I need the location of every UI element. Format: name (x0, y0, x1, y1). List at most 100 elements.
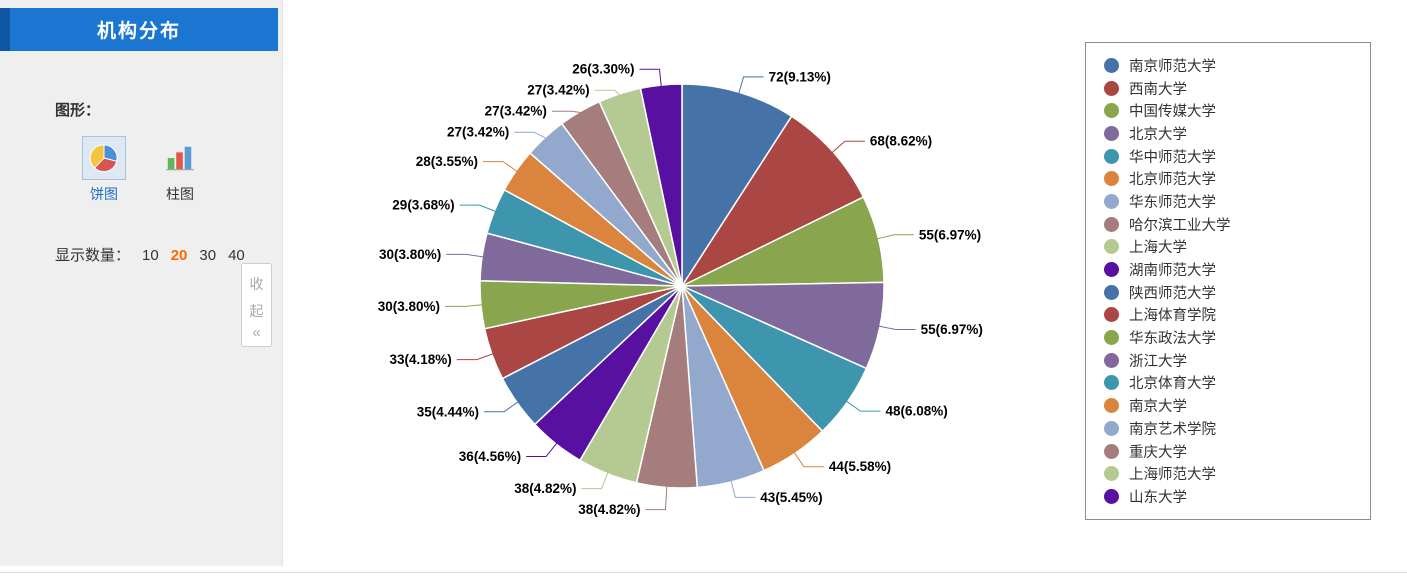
count-option-10[interactable]: 10 (142, 247, 159, 264)
legend-item[interactable]: 北京体育大学 (1104, 372, 1352, 395)
collapse-char-2: 起 (249, 303, 264, 319)
label-line (846, 400, 881, 412)
legend-swatch-icon (1104, 216, 1119, 232)
pie-label: 68(8.62%) (870, 134, 932, 149)
label-line (459, 204, 496, 212)
pie-chart-button[interactable]: 饼图 (77, 136, 131, 204)
legend-label: 北京体育大学 (1129, 376, 1216, 393)
pie-label: 43(5.45%) (760, 490, 822, 505)
display-count-row: 显示数量： 10 20 30 40 (55, 244, 282, 265)
label-line (639, 68, 662, 87)
pie-label: 26(3.30%) (572, 62, 634, 77)
legend-swatch-icon (1104, 420, 1119, 436)
legend-label: 北京师范大学 (1129, 172, 1216, 189)
count-option-30[interactable]: 30 (199, 247, 217, 264)
header-stripe (0, 8, 10, 51)
label-line (526, 442, 558, 457)
label-line (514, 131, 547, 139)
legend-label: 浙江大学 (1129, 353, 1187, 370)
legend-item[interactable]: 上海大学 (1104, 236, 1352, 259)
display-count-label: 显示数量： (55, 247, 131, 264)
panel-title: 机构分布 (96, 21, 181, 42)
legend-item[interactable]: 南京大学 (1104, 394, 1352, 417)
pie-label: 30(3.80%) (378, 299, 440, 314)
legend-label: 湖南师范大学 (1129, 263, 1216, 280)
legend-label: 山东大学 (1129, 489, 1187, 506)
count-option-20[interactable]: 20 (170, 247, 188, 264)
legend-item[interactable]: 北京大学 (1104, 122, 1352, 145)
legend-label: 上海师范大学 (1129, 467, 1216, 484)
label-line (738, 76, 764, 94)
legend-label: 华东师范大学 (1129, 194, 1216, 211)
legend-label: 西南大学 (1129, 81, 1187, 98)
legend-swatch-icon (1104, 330, 1119, 346)
label-line (456, 353, 493, 361)
graph-type-label: 图形： (55, 102, 101, 119)
panel-title-bar: 机构分布 (0, 8, 278, 51)
legend-label: 中国传媒大学 (1129, 104, 1216, 121)
legend-item[interactable]: 中国传媒大学 (1104, 99, 1352, 122)
legend-label: 陕西师范大学 (1129, 285, 1216, 302)
chart-area: 72(9.13%) 68(8.62%) 55(6.97%) 55(6.97%) 48(6… (284, 0, 1407, 572)
label-line (484, 401, 519, 413)
legend-item[interactable]: 华东师范大学 (1104, 190, 1352, 213)
legend-item[interactable]: 南京师范大学 (1104, 54, 1352, 77)
legend-item[interactable]: 华中师范大学 (1104, 145, 1352, 168)
legend-item[interactable]: 重庆大学 (1104, 440, 1352, 463)
legend-swatch-icon (1104, 398, 1119, 414)
legend-item[interactable]: 浙江大学 (1104, 349, 1352, 372)
legend-item[interactable]: 北京师范大学 (1104, 167, 1352, 190)
legend-label: 北京大学 (1129, 126, 1187, 143)
pie-label: 55(6.97%) (921, 322, 983, 337)
legend-item[interactable]: 南京艺术学院 (1104, 417, 1352, 440)
label-line (645, 486, 668, 511)
legend-label: 南京师范大学 (1129, 58, 1216, 75)
chart-type-switch: 饼图 柱图 (77, 136, 282, 204)
legend-swatch-icon (1104, 193, 1119, 209)
pie-label: 48(6.08%) (886, 404, 948, 419)
pie-label: 38(4.82%) (514, 481, 576, 496)
pie-label: 27(3.42%) (447, 125, 509, 140)
label-line (594, 89, 621, 96)
legend-item[interactable]: 山东大学 (1104, 485, 1352, 508)
legend-box: 南京师范大学 西南大学中国传媒大学 北京大学华中师范大学 北京师范大学 华东师范大学 哈尔… (1085, 42, 1371, 520)
legend-item[interactable]: 湖南师范大学 (1104, 258, 1352, 281)
legend-swatch-icon (1104, 171, 1119, 187)
legend-item[interactable]: 西南大学 (1104, 77, 1352, 100)
label-line (445, 304, 482, 307)
legend-item[interactable]: 华东政法大学 (1104, 326, 1352, 349)
label-line (793, 452, 824, 468)
pie-chart-button-label: 饼图 (90, 186, 118, 202)
legend-item[interactable]: 上海师范大学 (1104, 462, 1352, 485)
count-option-40[interactable]: 40 (228, 247, 245, 264)
pie-label: 35(4.44%) (417, 404, 479, 419)
pie-label: 27(3.42%) (485, 104, 547, 119)
legend-swatch-icon (1104, 352, 1119, 368)
label-line (730, 480, 756, 498)
legend-swatch-icon (1104, 466, 1119, 482)
legend-swatch-icon (1104, 239, 1119, 255)
legend-label: 哈尔滨工业大学 (1129, 217, 1231, 234)
collapse-arrow-icon: « (252, 324, 261, 341)
collapse-button[interactable]: 收 起 « (241, 263, 272, 347)
pie-label: 33(4.18%) (390, 352, 452, 367)
bar-chart-icon (165, 146, 195, 171)
legend-item[interactable]: 陕西师范大学 (1104, 281, 1352, 304)
legend-item[interactable]: 哈尔滨工业大学 (1104, 213, 1352, 236)
legend-item[interactable]: 上海体育学院 (1104, 304, 1352, 327)
label-line (551, 110, 581, 113)
legend-swatch-icon (1104, 125, 1119, 141)
sidebar: 机构分布 图形： 饼图 (0, 0, 283, 566)
legend-swatch-icon (1104, 57, 1119, 73)
legend-label: 华中师范大学 (1129, 149, 1216, 166)
sidebar-body: 图形： 饼图 (0, 51, 282, 265)
label-line (878, 325, 916, 330)
display-count-options: 10 20 30 40 (142, 247, 245, 264)
legend-swatch-icon (1104, 307, 1119, 323)
legend-label: 重庆大学 (1129, 444, 1187, 461)
legend-swatch-icon (1104, 262, 1119, 278)
collapse-char-1: 收 (249, 276, 264, 292)
pie-label: 72(9.13%) (769, 69, 831, 84)
pie-label: 44(5.58%) (829, 459, 891, 474)
bar-chart-button[interactable]: 柱图 (153, 136, 207, 204)
